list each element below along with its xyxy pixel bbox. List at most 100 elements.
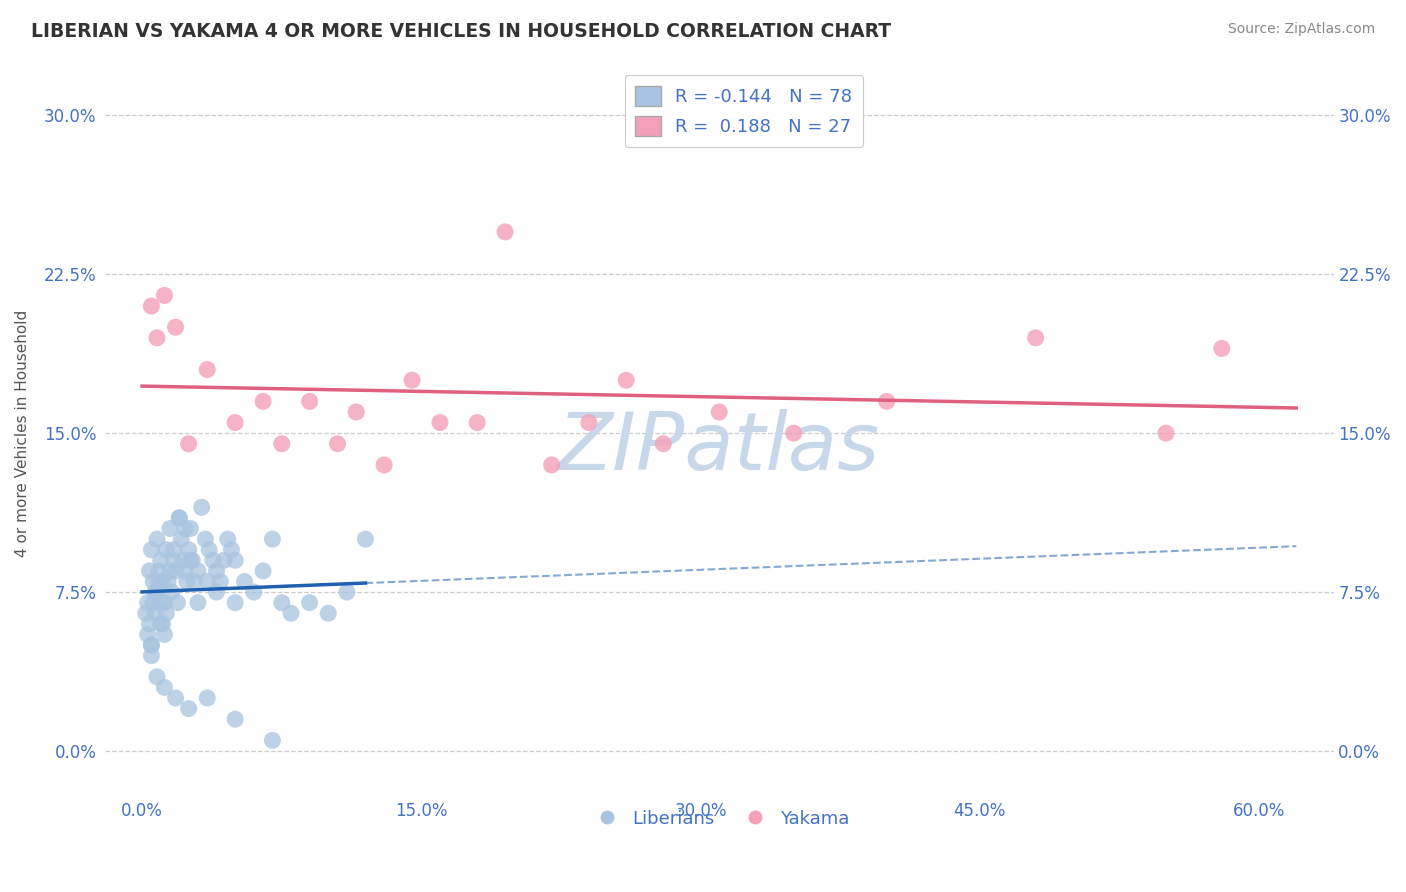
Point: [187, 596, 209, 610]
Point: [141, 542, 163, 557]
Point: [149, 596, 172, 610]
Point: [155, 607, 177, 621]
Point: [494, 225, 516, 239]
Point: [373, 458, 395, 472]
Point: [298, 596, 321, 610]
Point: [224, 596, 246, 610]
Point: [141, 638, 163, 652]
Point: [224, 553, 246, 567]
Point: [135, 607, 157, 621]
Point: [141, 638, 163, 652]
Point: [143, 585, 166, 599]
Point: [221, 542, 243, 557]
Point: [465, 416, 488, 430]
Point: [141, 648, 163, 663]
Legend: Liberians, Yakama: Liberians, Yakama: [582, 802, 856, 835]
Point: [142, 574, 165, 589]
Point: [540, 458, 562, 472]
Point: [170, 532, 193, 546]
Point: [270, 436, 292, 450]
Point: [179, 521, 201, 535]
Point: [136, 627, 159, 641]
Point: [153, 596, 176, 610]
Point: [354, 532, 377, 546]
Point: [174, 521, 197, 535]
Text: Source: ZipAtlas.com: Source: ZipAtlas.com: [1227, 22, 1375, 37]
Point: [169, 511, 191, 525]
Point: [136, 596, 159, 610]
Point: [159, 564, 181, 578]
Point: [194, 532, 217, 546]
Point: [205, 564, 228, 578]
Point: [195, 362, 218, 376]
Point: [183, 574, 205, 589]
Point: [262, 733, 284, 747]
Text: ZIPatlas: ZIPatlas: [558, 409, 880, 486]
Point: [614, 373, 637, 387]
Point: [166, 596, 188, 610]
Point: [1025, 331, 1047, 345]
Point: [153, 681, 176, 695]
Point: [242, 585, 264, 599]
Point: [578, 416, 600, 430]
Point: [152, 616, 174, 631]
Point: [169, 511, 191, 525]
Point: [187, 564, 209, 578]
Point: [148, 564, 170, 578]
Point: [782, 426, 804, 441]
Point: [165, 691, 187, 706]
Point: [149, 616, 172, 631]
Point: [201, 553, 224, 567]
Point: [316, 607, 339, 621]
Point: [252, 564, 274, 578]
Point: [1154, 426, 1177, 441]
Point: [146, 331, 169, 345]
Point: [155, 542, 177, 557]
Point: [224, 416, 246, 430]
Point: [138, 616, 160, 631]
Point: [174, 564, 197, 578]
Point: [177, 542, 200, 557]
Y-axis label: 4 or more Vehicles in Household: 4 or more Vehicles in Household: [15, 310, 30, 557]
Point: [205, 585, 228, 599]
Point: [270, 596, 292, 610]
Point: [179, 553, 201, 567]
Point: [190, 500, 212, 515]
Point: [209, 574, 232, 589]
Point: [142, 596, 165, 610]
Point: [252, 394, 274, 409]
Point: [876, 394, 898, 409]
Point: [172, 553, 194, 567]
Point: [233, 574, 256, 589]
Point: [146, 532, 169, 546]
Point: [157, 574, 180, 589]
Point: [149, 553, 172, 567]
Point: [146, 585, 169, 599]
Point: [181, 553, 204, 567]
Point: [195, 691, 218, 706]
Point: [224, 712, 246, 726]
Point: [141, 299, 163, 313]
Point: [163, 553, 186, 567]
Point: [198, 542, 221, 557]
Point: [262, 532, 284, 546]
Point: [153, 288, 176, 302]
Point: [401, 373, 423, 387]
Point: [217, 532, 239, 546]
Point: [212, 553, 235, 567]
Point: [195, 574, 218, 589]
Point: [146, 670, 169, 684]
Point: [159, 521, 181, 535]
Point: [165, 564, 187, 578]
Point: [163, 542, 186, 557]
Point: [160, 585, 183, 599]
Point: [143, 607, 166, 621]
Text: LIBERIAN VS YAKAMA 4 OR MORE VEHICLES IN HOUSEHOLD CORRELATION CHART: LIBERIAN VS YAKAMA 4 OR MORE VEHICLES IN…: [31, 22, 891, 41]
Point: [165, 320, 187, 334]
Point: [709, 405, 731, 419]
Point: [280, 607, 302, 621]
Point: [148, 574, 170, 589]
Point: [153, 627, 176, 641]
Point: [652, 436, 675, 450]
Point: [298, 394, 321, 409]
